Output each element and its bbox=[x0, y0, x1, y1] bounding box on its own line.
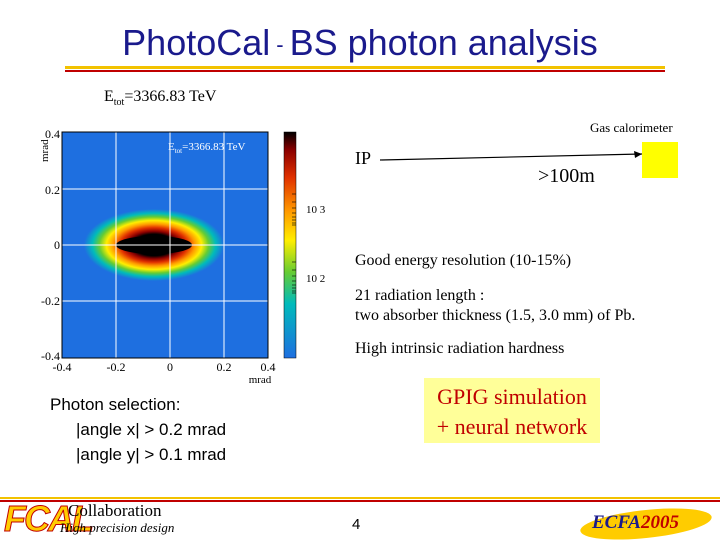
color-scale-bar bbox=[283, 131, 297, 359]
footer-rule-red bbox=[0, 500, 720, 502]
y-tick-label: -0.2 bbox=[41, 294, 60, 308]
feature-radiation-length: 21 radiation length : bbox=[355, 287, 485, 304]
feature-hardness: High intrinsic radiation hardness bbox=[355, 340, 565, 357]
colorbar-label: 10 2 bbox=[306, 273, 325, 285]
x-tick-label: -0.4 bbox=[53, 360, 72, 374]
y-axis-title: mrad bbox=[39, 139, 51, 162]
footer-rule-yellow bbox=[0, 497, 720, 499]
photon-selection: Photon selection: |angle x| > 0.2 mrad |… bbox=[50, 392, 226, 467]
feature-absorber: two absorber thickness (1.5, 3.0 mm) of … bbox=[355, 307, 636, 324]
gas-calorimeter-label: Gas calorimeter bbox=[590, 120, 673, 135]
collaboration-label: Collaboration bbox=[68, 501, 162, 520]
histogram-svg: Etot=3366.83 TeV mrad 0.4 0.2 0 -0.2 -0.… bbox=[39, 127, 326, 386]
simulation-line: + neural network bbox=[436, 414, 588, 439]
photon-path-arrow bbox=[379, 151, 643, 161]
y-tick-label: 0 bbox=[54, 238, 60, 252]
histogram-figure: Etot=3366.83 TeV mrad 0.4 0.2 0 -0.2 -0.… bbox=[36, 124, 336, 386]
title-rule-yellow bbox=[65, 66, 665, 69]
title-part1: PhotoCal bbox=[122, 22, 271, 63]
ecfa-year: 2005 bbox=[640, 512, 679, 533]
x-tick-label: 0 bbox=[167, 360, 173, 374]
inner-energy-label: Etot=3366.83 TeV bbox=[168, 141, 245, 155]
ecfa-prefix: ECFA bbox=[592, 512, 641, 533]
y-tick-label: -0.4 bbox=[41, 349, 60, 363]
feature-resolution: Good energy resolution (10-15%) bbox=[355, 252, 572, 269]
color-scale-ticks bbox=[292, 193, 296, 294]
gas-calorimeter-box bbox=[642, 142, 678, 178]
photon-selection-heading: Photon selection: bbox=[50, 395, 181, 414]
ip-label: IP bbox=[355, 148, 372, 168]
y-tick-label: 0.4 bbox=[45, 127, 60, 141]
x-tick-label: 0.2 bbox=[217, 360, 232, 374]
title-rule-red bbox=[65, 70, 665, 72]
photon-selection-line: |angle y| > 0.1 mrad bbox=[76, 445, 227, 464]
energy-prefix: E bbox=[104, 88, 114, 105]
collaboration-subtitle: High precision design bbox=[60, 520, 175, 535]
plot-frame bbox=[61, 131, 269, 359]
simulation-line: GPIG simulation bbox=[437, 384, 587, 409]
ecfa-logo: ECFA2005 bbox=[592, 512, 679, 534]
colorbar-label: 10 3 bbox=[306, 204, 326, 216]
distance-label: >100m bbox=[538, 165, 595, 187]
photon-selection-line: |angle x| > 0.2 mrad bbox=[76, 420, 227, 439]
energy-value: =3366.83 TeV bbox=[124, 88, 217, 105]
energy-sub: tot bbox=[113, 97, 125, 109]
x-axis-title: mrad bbox=[249, 374, 272, 386]
page-number: 4 bbox=[352, 516, 361, 533]
page-title: PhotoCal - BS photon analysis bbox=[0, 22, 720, 64]
title-dash: - bbox=[276, 32, 284, 58]
title-part2: BS photon analysis bbox=[289, 22, 598, 63]
x-tick-label: 0.4 bbox=[261, 360, 276, 374]
simulation-box: GPIG simulation + neural network bbox=[424, 378, 600, 443]
fcal-logo: FCAL bbox=[4, 498, 95, 540]
x-tick-label: -0.2 bbox=[107, 360, 126, 374]
energy-label: Etot=3366.83 TeV bbox=[104, 88, 216, 108]
y-tick-label: 0.2 bbox=[45, 183, 60, 197]
